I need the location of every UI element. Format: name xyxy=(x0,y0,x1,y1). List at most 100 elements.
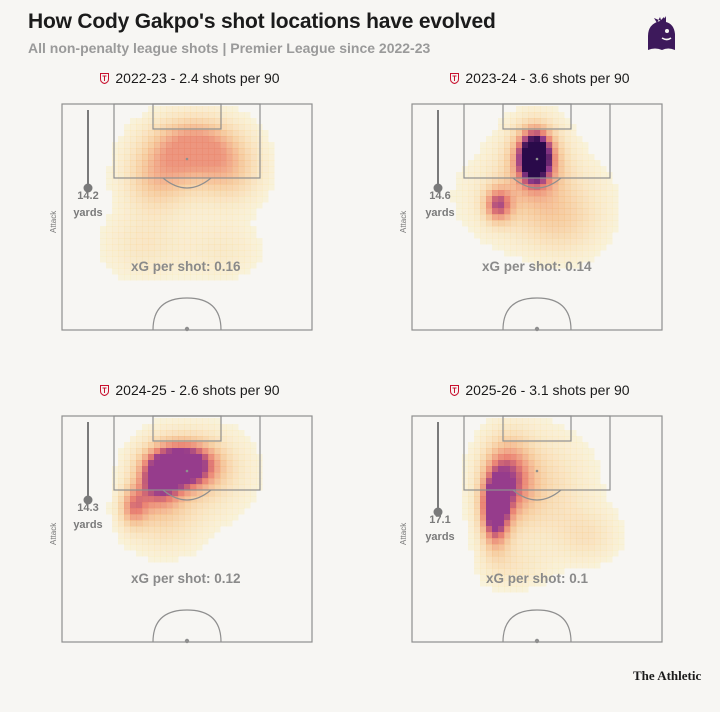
heatmap-cell xyxy=(480,460,487,467)
heatmap-cell xyxy=(160,550,167,557)
heatmap-cell xyxy=(112,172,119,179)
heatmap-cell xyxy=(504,190,511,197)
heatmap-cell xyxy=(202,112,209,119)
heatmap-cell xyxy=(160,124,167,131)
heatmap-cell xyxy=(178,538,185,545)
heatmap-cell xyxy=(166,238,173,245)
heatmap-cell xyxy=(238,136,245,143)
heatmap-cell xyxy=(510,448,517,455)
heatmap-cell xyxy=(178,166,185,173)
heatmap-cell xyxy=(600,514,607,521)
heatmap-cell xyxy=(480,214,487,221)
heatmap-cell xyxy=(184,112,191,119)
heatmap-cell xyxy=(166,442,173,449)
heatmap-cell xyxy=(238,472,245,479)
heatmap-cell xyxy=(534,460,541,467)
heatmap-cell xyxy=(244,220,251,227)
heatmap-cell xyxy=(456,190,463,197)
heatmap-cell xyxy=(202,484,209,491)
heatmap-cell xyxy=(546,574,553,581)
heatmap-cell xyxy=(244,478,251,485)
heatmap-cell xyxy=(232,484,239,491)
heatmap-cell xyxy=(196,172,203,179)
heatmap-cell xyxy=(588,232,595,239)
heatmap-cell xyxy=(166,214,173,221)
heatmap-cell xyxy=(166,190,173,197)
avg-distance-value: 14.3 xyxy=(77,502,99,514)
heatmap-cell xyxy=(546,214,553,221)
heatmap-cell xyxy=(178,250,185,257)
heatmap-cell xyxy=(528,118,535,125)
heatmap-cell xyxy=(558,526,565,533)
heatmap-cell xyxy=(250,208,257,215)
heatmap-cell xyxy=(214,520,221,527)
heatmap-cell xyxy=(462,166,469,173)
heatmap-cell xyxy=(552,532,559,539)
heatmap-cell xyxy=(166,520,173,527)
heatmap-cell xyxy=(516,142,523,149)
heatmap-cell xyxy=(486,166,493,173)
heatmap-cell xyxy=(232,148,239,155)
heatmap-cell xyxy=(202,154,209,161)
heatmap-cell xyxy=(576,454,583,461)
heatmap-cell xyxy=(570,166,577,173)
heatmap-cell xyxy=(214,148,221,155)
chart-panel-2025-26: 2025-26 - 3.1 shots per 90 Attack 17.1 y… xyxy=(399,382,710,712)
heatmap-cell xyxy=(474,568,481,575)
heatmap-cell xyxy=(166,448,173,455)
heatmap-cell xyxy=(582,226,589,233)
heatmap-cell xyxy=(190,502,197,509)
heatmap-cell xyxy=(498,526,505,533)
heatmap-cell xyxy=(172,520,179,527)
heatmap-cell xyxy=(474,208,481,215)
heatmap-cell xyxy=(498,148,505,155)
heatmap-cell xyxy=(510,544,517,551)
heatmap-cell xyxy=(136,118,143,125)
heatmap-cell xyxy=(184,502,191,509)
heatmap-cell xyxy=(534,142,541,149)
heatmap-cell xyxy=(184,274,191,281)
heatmap-cell xyxy=(588,196,595,203)
heatmap-cell xyxy=(606,514,613,521)
heatmap-cell xyxy=(268,160,275,167)
heatmap-cell xyxy=(510,568,517,575)
heatmap-cell xyxy=(468,196,475,203)
heatmap-cell xyxy=(250,244,257,251)
heatmap-cell xyxy=(196,256,203,263)
heatmap-cell xyxy=(576,172,583,179)
heatmap-cell xyxy=(250,214,257,221)
heatmap-cell xyxy=(112,148,119,155)
heatmap-cell xyxy=(570,526,577,533)
heatmap-cell xyxy=(546,436,553,443)
heatmap-cell xyxy=(226,220,233,227)
centre-circle xyxy=(502,297,572,331)
heatmap-cell xyxy=(106,250,113,257)
heatmap-cell xyxy=(244,118,251,125)
heatmap-cell xyxy=(184,520,191,527)
heatmap-cell xyxy=(498,202,505,209)
heatmap-cell xyxy=(564,496,571,503)
heatmap-cell xyxy=(196,478,203,485)
heatmap-cell xyxy=(588,490,595,497)
heatmap-cell xyxy=(534,448,541,455)
heatmap-cell xyxy=(130,136,137,143)
heatmap-cell xyxy=(184,136,191,143)
heatmap-cell xyxy=(570,502,577,509)
heatmap-cell xyxy=(238,502,245,509)
heatmap-cell xyxy=(256,478,263,485)
heatmap-cell xyxy=(564,466,571,473)
heatmap-cell xyxy=(190,526,197,533)
heatmap-cell xyxy=(178,178,185,185)
heatmap-cell xyxy=(232,196,239,203)
heatmap-cell xyxy=(468,208,475,215)
heatmap-cell xyxy=(190,130,197,137)
heatmap-cell xyxy=(178,484,185,491)
heatmap-cell xyxy=(522,442,529,449)
heatmap-cell xyxy=(244,190,251,197)
heatmap-cell xyxy=(148,514,155,521)
attack-direction-label: Attack xyxy=(49,522,58,545)
heatmap-cell xyxy=(178,424,185,431)
heatmap-cell xyxy=(534,178,541,185)
heatmap-cell xyxy=(202,274,209,281)
heatmap-cell xyxy=(528,178,535,185)
